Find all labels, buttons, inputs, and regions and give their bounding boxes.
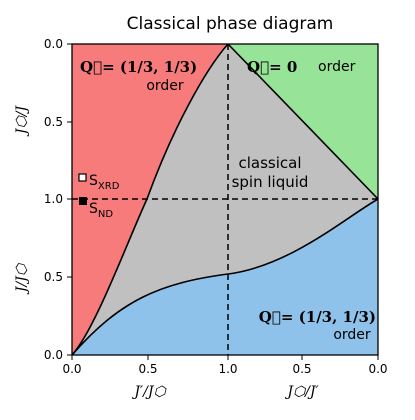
boundary-gray-green xyxy=(227,43,379,200)
y-axis-label-bottom: J/J⬡ xyxy=(14,262,30,295)
label-q13-top-order: order xyxy=(146,78,184,94)
label-csl-1: classical xyxy=(238,154,301,172)
marker-sxrd-label: SXRD xyxy=(89,173,120,192)
chart-title: Classical phase diagram xyxy=(127,14,334,34)
label-q0: Q⃗= 0 xyxy=(247,58,297,76)
x-ticks xyxy=(71,355,379,360)
x-tick-4: 0.0 xyxy=(368,362,387,376)
x-tick-2: 1.0 xyxy=(218,362,237,376)
y-tick-bottom-0: 0.5 xyxy=(44,270,63,284)
label-csl-2: spin liquid xyxy=(232,173,309,191)
y-ticks xyxy=(67,43,72,356)
x-tick-1: 0.5 xyxy=(138,362,157,376)
label-q13-bottom-order: order xyxy=(333,327,371,343)
y-tick-bottom-1: 0.0 xyxy=(44,348,63,362)
marker-sxrd xyxy=(78,173,87,182)
y-tick-top-0: 0.0 xyxy=(44,37,63,51)
region-blue xyxy=(72,199,378,355)
x-tick-3: 0.5 xyxy=(292,362,311,376)
y-tick-top-1: 0.5 xyxy=(44,115,63,129)
x-axis-label-left: J′/J⬡ xyxy=(131,384,167,400)
marker-snd-label: SND xyxy=(89,201,113,220)
label-q0-order: order xyxy=(318,59,356,75)
label-q13-bottom: Q⃗= (1/3, 1/3) xyxy=(259,308,376,326)
marker-snd xyxy=(79,197,87,205)
y-axis-label-top: J⬡/J xyxy=(14,105,30,138)
label-q13-top: Q⃗= (1/3, 1/3) xyxy=(80,58,197,76)
x-tick-0: 0.0 xyxy=(62,362,81,376)
x-axis-label-right: J⬡/J′ xyxy=(284,384,319,400)
y-tick-mid: 1.0 xyxy=(44,192,63,206)
